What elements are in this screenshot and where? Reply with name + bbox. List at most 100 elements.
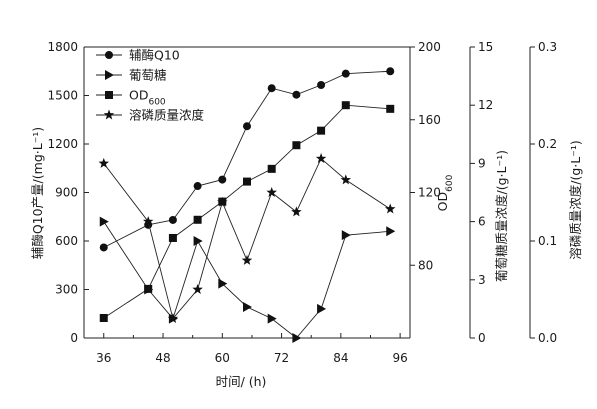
data-point — [241, 254, 253, 265]
data-point — [317, 80, 326, 89]
y-tick-label: 0.0 — [538, 331, 557, 345]
legend-item: OD600 — [96, 88, 166, 108]
y-tick-label: 300 — [55, 283, 78, 297]
y-axis-phosphate: 0.0 0.1 0.2 0.3 — [529, 40, 557, 345]
data-point — [99, 216, 109, 227]
y-axis-title-phosphate-part: 溶磷质量浓度/ — [568, 180, 583, 260]
data-point — [142, 216, 154, 227]
y-axis-coq10: 0 300 600 900 1200 1500 1800 — [47, 40, 89, 345]
data-point — [385, 203, 396, 214]
series-coq10 — [99, 67, 395, 252]
data-point — [193, 215, 202, 224]
y-tick-label: 3 — [478, 273, 486, 287]
legend-label: 辅酶Q10 — [129, 48, 180, 63]
legend-marker — [103, 109, 115, 120]
data-point — [144, 284, 153, 293]
legend-item: 溶磷质量浓度 — [96, 108, 205, 123]
x-tick-label: 96 — [392, 351, 407, 365]
data-point — [340, 174, 352, 185]
legend-marker — [105, 70, 114, 80]
series-phosphate — [98, 153, 396, 324]
data-point — [217, 196, 228, 207]
data-point — [168, 215, 177, 224]
y-axis-title-phosphate-part: (g·L⁻¹) — [568, 140, 583, 180]
y-tick-label: 15 — [478, 40, 493, 54]
legend-marker — [105, 51, 113, 59]
data-point — [317, 126, 326, 135]
data-point — [243, 177, 251, 186]
y-tick-label: 600 — [55, 234, 78, 248]
y-axis-title-phosphate: 溶磷质量浓度/(g·L⁻¹) — [568, 140, 583, 259]
y-axis-title-coq10-part: 辅酶Q10产量/ — [30, 178, 45, 259]
data-point — [167, 313, 179, 324]
y-axis-title-coq10: 辅酶Q10产量/(mg·L⁻¹) — [30, 127, 45, 259]
data-point — [267, 313, 277, 324]
data-point — [292, 90, 301, 99]
x-tick-label: 84 — [333, 351, 348, 365]
legend-label: 葡萄糖 — [129, 68, 167, 83]
data-point — [243, 122, 251, 131]
legend-label-main: 辅酶Q10 — [129, 48, 180, 63]
data-point — [317, 303, 327, 314]
y-tick-label: 900 — [55, 186, 78, 200]
y-tick-label: 0.1 — [538, 234, 557, 248]
data-point — [218, 175, 227, 184]
y-tick-label: 12 — [478, 98, 493, 112]
data-point — [266, 187, 277, 197]
legend-item: 葡萄糖 — [96, 68, 167, 83]
y-axis-title-od-part: 600 — [445, 174, 455, 191]
data-point — [99, 243, 108, 252]
x-axis-ticks: 36 48 60 72 84 96 — [96, 333, 408, 365]
data-point — [267, 164, 276, 173]
y-axis-title-od-part: OD — [435, 192, 450, 211]
y-tick-label: 0.2 — [538, 137, 557, 151]
data-point — [292, 141, 301, 150]
y-tick-label: 9 — [478, 156, 486, 170]
data-point — [291, 206, 302, 217]
x-tick-label: 60 — [215, 351, 230, 365]
data-point — [341, 230, 351, 241]
data-point — [168, 233, 177, 242]
series-line-glucose — [103, 221, 391, 339]
data-point — [267, 84, 276, 93]
y-tick-label: 1200 — [47, 137, 78, 151]
y-tick-label: 6 — [478, 215, 486, 229]
legend-label-sub: 600 — [148, 98, 165, 108]
y-axis-title-glucose-part: (g·L⁻¹) — [494, 150, 509, 190]
y-tick-label: 0 — [70, 331, 78, 345]
y-tick-label: 1500 — [47, 89, 78, 103]
legend-item: 辅酶Q10 — [96, 48, 180, 63]
data-point — [243, 301, 252, 312]
x-axis-title: 时间/ (h) — [216, 374, 267, 389]
data-point — [192, 284, 203, 294]
data-point — [193, 182, 202, 191]
data-point — [386, 67, 395, 76]
data-point — [386, 104, 395, 113]
y-tick-label: 120 — [418, 186, 441, 200]
y-axis-glucose: 0 3 6 9 12 15 — [469, 40, 493, 345]
data-point — [193, 236, 203, 246]
series-glucose — [99, 216, 396, 343]
data-point — [315, 153, 327, 163]
y-tick-label: 200 — [418, 40, 441, 54]
legend-label: OD600 — [129, 88, 166, 108]
y-axis-title-od: OD600 — [435, 174, 455, 211]
legend-label: 溶磷质量浓度 — [129, 108, 205, 123]
legend-label-main: OD — [129, 88, 148, 103]
legend-label-main: 溶磷质量浓度 — [129, 108, 205, 123]
x-tick-label: 48 — [155, 351, 170, 365]
data-point — [341, 69, 350, 78]
x-tick-label: 36 — [96, 351, 111, 365]
data-point — [218, 278, 228, 289]
y-tick-label: 0 — [478, 331, 486, 345]
series-od — [99, 101, 395, 322]
data-point — [99, 313, 108, 322]
data-point — [292, 333, 302, 343]
y-axis-title-glucose: 葡萄糖质量浓度/(g·L⁻¹) — [494, 150, 509, 282]
data-point — [98, 157, 109, 168]
y-axis-title-glucose-part: 葡萄糖质量浓度/ — [494, 189, 509, 282]
y-tick-label: 80 — [418, 258, 433, 272]
y-axis-od: 80 120 160 200 — [409, 40, 441, 338]
y-axis-title-coq10-part: (mg·L⁻¹) — [30, 127, 45, 179]
